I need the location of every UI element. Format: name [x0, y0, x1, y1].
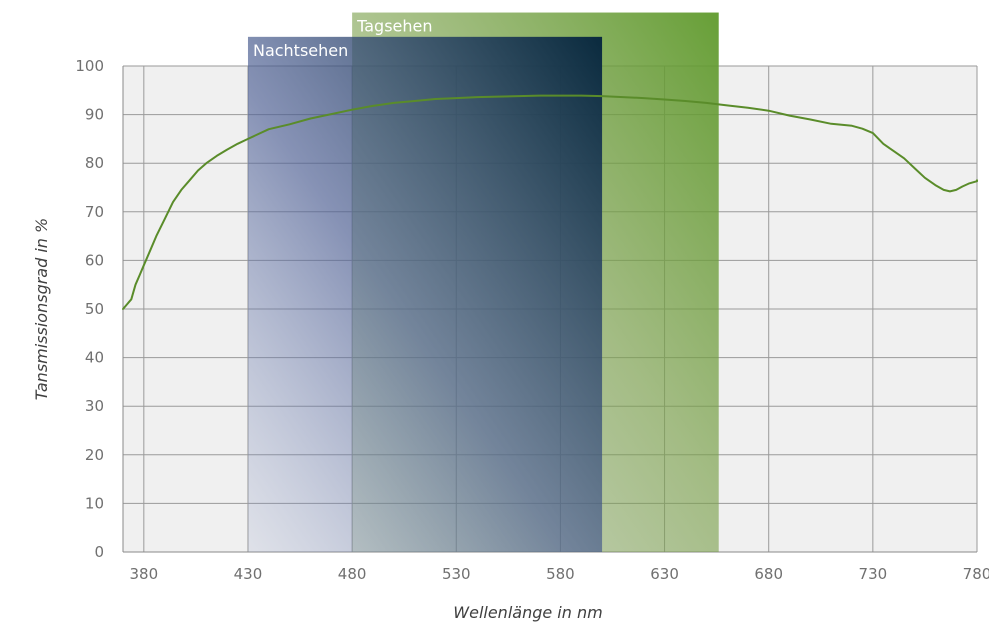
y-tick-label: 40: [85, 349, 104, 367]
x-axis-title: Wellenlänge in nm: [453, 603, 602, 622]
x-tick-label: 630: [650, 565, 679, 583]
x-tick-label: 480: [338, 565, 367, 583]
x-tick-label: 530: [442, 565, 471, 583]
y-axis-title: Tansmissionsgrad in %: [32, 218, 51, 400]
y-tick-label: 90: [85, 106, 104, 124]
y-tick-label: 70: [85, 203, 104, 221]
band-label-tagsehen: Tagsehen: [356, 17, 432, 36]
x-tick-label: 780: [963, 565, 989, 583]
tick-labels: 0 10 20 30 40 50 60 70 80 90 100 380 430 480 530 580 630…: [75, 57, 989, 583]
y-tick-label: 0: [94, 543, 104, 561]
y-tick-label: 30: [85, 397, 104, 415]
x-tick-label: 730: [859, 565, 888, 583]
y-tick-label: 100: [75, 57, 104, 75]
x-tick-label: 380: [130, 565, 159, 583]
band-layer: Tagsehen Nachtsehen: [247, 12, 719, 553]
x-tick-label: 430: [234, 565, 263, 583]
y-tick-label: 60: [85, 251, 104, 269]
x-tick-label: 680: [754, 565, 783, 583]
y-tick-label: 10: [85, 494, 104, 512]
series-line-0: [122, 94, 978, 310]
band-label-nachtsehen: Nachtsehen: [253, 41, 348, 60]
band-nachtsehen: [247, 36, 603, 552]
y-tick-label: 80: [85, 154, 104, 172]
x-tick-label: 580: [546, 565, 575, 583]
y-tick-label: 50: [85, 300, 104, 318]
y-tick-label: 20: [85, 446, 104, 464]
series-layer: [122, 94, 978, 310]
